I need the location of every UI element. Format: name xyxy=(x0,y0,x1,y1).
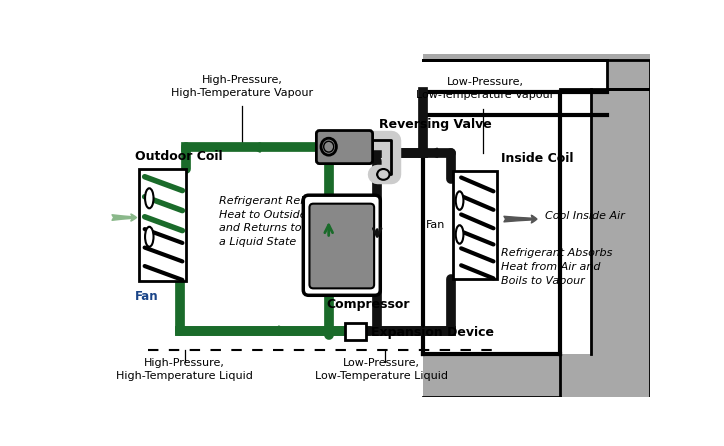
Ellipse shape xyxy=(324,141,334,152)
Text: Expansion Device: Expansion Device xyxy=(371,326,494,339)
Text: Compressor: Compressor xyxy=(327,297,410,310)
Ellipse shape xyxy=(455,191,463,210)
Text: Reversing Valve: Reversing Valve xyxy=(379,117,492,131)
Text: Cool Inside Air: Cool Inside Air xyxy=(545,211,625,221)
Ellipse shape xyxy=(145,188,153,208)
Text: Refrigerant Absorbs
Heat from Air and
Boils to Vapour: Refrigerant Absorbs Heat from Air and Bo… xyxy=(501,248,613,285)
Text: High-Pressure,
High-Temperature Liquid: High-Pressure, High-Temperature Liquid xyxy=(117,358,253,381)
Text: High-Pressure,
High-Temperature Vapour: High-Pressure, High-Temperature Vapour xyxy=(172,75,313,98)
FancyBboxPatch shape xyxy=(309,204,374,289)
Ellipse shape xyxy=(455,225,463,244)
FancyBboxPatch shape xyxy=(303,195,380,295)
Text: Inside Coil: Inside Coil xyxy=(501,152,573,165)
Ellipse shape xyxy=(377,169,390,180)
Text: Fan: Fan xyxy=(135,290,158,303)
FancyBboxPatch shape xyxy=(316,131,373,164)
Text: Refrigerant Releases
Heat to Outside Air
and Returns to
a Liquid State: Refrigerant Releases Heat to Outside Air… xyxy=(219,196,336,247)
Polygon shape xyxy=(560,89,650,397)
Ellipse shape xyxy=(321,138,337,155)
Bar xyxy=(345,323,366,340)
Text: Fan: Fan xyxy=(426,220,445,230)
Text: Low-Pressure,
Low-Temperature Vapour: Low-Pressure, Low-Temperature Vapour xyxy=(416,77,554,100)
Text: Outdoor Coil: Outdoor Coil xyxy=(135,150,222,163)
Bar xyxy=(452,171,497,279)
Ellipse shape xyxy=(145,227,153,247)
Polygon shape xyxy=(424,354,560,397)
Polygon shape xyxy=(424,54,650,89)
Text: Low-Pressure,
Low-Temperature Liquid: Low-Pressure, Low-Temperature Liquid xyxy=(314,358,447,381)
Bar xyxy=(138,169,186,281)
